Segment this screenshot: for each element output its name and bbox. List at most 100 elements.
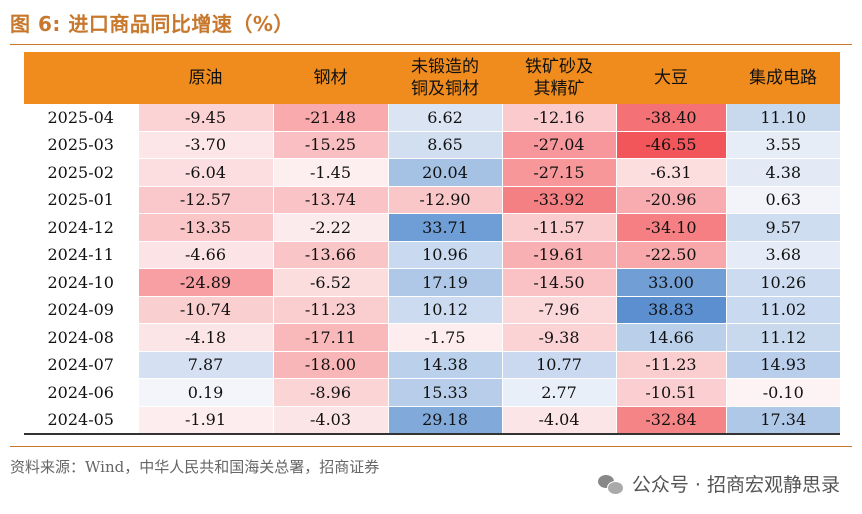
heat-cell: 38.83 [615, 296, 726, 324]
heat-cell: -4.04 [501, 406, 616, 435]
table-row: 2024-11 -4.66 -13.66 10.96 -19.61 -22.50 3.68 [24, 241, 840, 269]
heat-cell: 10.96 [387, 241, 502, 269]
table-row: 2025-02 -6.04 -1.45 20.04 -27.15 -6.31 4.38 [24, 158, 840, 187]
row-date: 2024-09 [24, 296, 138, 324]
heat-cell: -2.22 [272, 213, 388, 242]
column-header: 大豆 [616, 52, 726, 104]
heat-cell: -19.61 [501, 241, 616, 269]
heat-cell: -22.50 [615, 241, 726, 269]
watermark-text: 公众号 · 招商宏观静思录 [631, 474, 840, 496]
heat-cell: 15.33 [387, 378, 502, 407]
heat-cell: 10.77 [501, 351, 616, 379]
heat-cell: -9.45 [137, 104, 273, 132]
heat-cell: -9.38 [501, 323, 616, 352]
table-row: 2024-05 -1.91 -4.03 29.18 -4.04 -32.84 17.34 [24, 406, 840, 435]
source-note: 资料来源：Wind，中华人民共和国海关总署，招商证券 [10, 458, 380, 476]
heat-cell: -6.31 [615, 158, 726, 187]
heat-cell: -1.75 [387, 323, 502, 352]
heatmap-table: 原油 钢材 未锻造的 铜及铜材 铁矿砂及 其精矿 大豆 集成电路 2025-04 -9.45 -2… [24, 52, 840, 435]
heat-cell: -8.96 [272, 378, 388, 407]
row-date: 2025-03 [24, 131, 138, 159]
table-row: 2024-08 -4.18 -17.11 -1.75 -9.38 14.66 11.12 [24, 323, 840, 352]
heat-cell: 3.68 [725, 241, 840, 269]
column-header [24, 52, 138, 104]
heat-cell: 11.02 [725, 296, 840, 324]
table-row: 2025-04 -9.45 -21.48 6.62 -12.16 -38.40 11.10 [24, 104, 840, 132]
heat-cell: -34.10 [615, 213, 726, 242]
column-header: 原油 [138, 52, 273, 104]
heat-cell: -27.04 [501, 131, 616, 159]
row-date: 2025-04 [24, 104, 138, 132]
heat-cell: 14.93 [725, 351, 840, 379]
heat-cell: -27.15 [501, 158, 616, 187]
heat-cell: -10.51 [615, 378, 726, 407]
heat-cell: -46.55 [615, 131, 726, 159]
heat-cell: 33.00 [615, 268, 726, 297]
column-header: 未锻造的 铜及铜材 [388, 52, 502, 104]
heat-cell: -0.10 [725, 378, 840, 407]
heat-cell: 4.38 [725, 158, 840, 187]
wechat-icon [597, 473, 624, 495]
row-date: 2024-08 [24, 323, 138, 352]
heat-cell: 17.34 [725, 406, 840, 435]
heat-cell: 20.04 [387, 158, 502, 187]
source-divider [10, 446, 852, 447]
row-date: 2024-12 [24, 213, 138, 242]
heat-cell: 17.19 [387, 268, 502, 297]
heat-cell: -3.70 [137, 131, 273, 159]
heat-cell: -21.48 [272, 104, 388, 132]
heat-cell: -20.96 [615, 186, 726, 214]
table-row: 2024-06 0.19 -8.96 15.33 2.77 -10.51 -0.10 [24, 378, 840, 407]
table-row: 2024-07 7.87 -18.00 14.38 10.77 -11.23 14.93 [24, 351, 840, 379]
heat-cell: 0.19 [137, 378, 273, 407]
header-row: 原油 钢材 未锻造的 铜及铜材 铁矿砂及 其精矿 大豆 集成电路 [24, 52, 840, 104]
heat-cell: -10.74 [137, 296, 273, 324]
heat-cell: 0.63 [725, 186, 840, 214]
heat-cell: 3.55 [725, 131, 840, 159]
table-row: 2024-12 -13.35 -2.22 33.71 -11.57 -34.10 9.57 [24, 213, 840, 242]
row-date: 2024-06 [24, 378, 138, 407]
row-date: 2025-01 [24, 186, 138, 214]
row-date: 2024-11 [24, 241, 138, 269]
heat-cell: 11.12 [725, 323, 840, 352]
row-date: 2025-02 [24, 158, 138, 187]
heat-cell: 2.77 [501, 378, 616, 407]
heat-cell: 10.12 [387, 296, 502, 324]
heat-cell: -32.84 [615, 406, 726, 435]
heat-cell: 29.18 [387, 406, 502, 435]
heat-cell: -12.90 [387, 186, 502, 214]
heat-cell: -38.40 [615, 104, 726, 132]
heat-cell: -18.00 [272, 351, 388, 379]
table-row: 2025-03 -3.70 -15.25 8.65 -27.04 -46.55 3.55 [24, 131, 840, 159]
heat-cell: -14.50 [501, 268, 616, 297]
watermark: 公众号 · 招商宏观静思录 [597, 470, 840, 497]
heat-cell: 8.65 [387, 131, 502, 159]
heat-cell: 11.10 [725, 104, 840, 132]
heat-cell: -6.04 [137, 158, 273, 187]
heat-cell: 6.62 [387, 104, 502, 132]
heat-cell: -4.18 [137, 323, 273, 352]
heat-cell: -13.74 [272, 186, 388, 214]
heat-cell: -1.91 [137, 406, 273, 435]
heat-cell: -17.11 [272, 323, 388, 352]
table-row: 2024-09 -10.74 -11.23 10.12 -7.96 38.83 11.02 [24, 296, 840, 324]
heat-cell: -6.52 [272, 268, 388, 297]
heat-cell: -1.45 [272, 158, 388, 187]
heat-cell: 7.87 [137, 351, 273, 379]
heat-cell: -11.23 [615, 351, 726, 379]
heat-cell: 9.57 [725, 213, 840, 242]
heat-cell: -4.66 [137, 241, 273, 269]
heat-cell: -13.66 [272, 241, 388, 269]
chart-title: 图 6: 进口商品同比增速（%） [10, 12, 294, 36]
column-header: 集成电路 [726, 52, 840, 104]
heat-cell: -12.57 [137, 186, 273, 214]
heat-cell: -4.03 [272, 406, 388, 435]
heat-cell: -7.96 [501, 296, 616, 324]
heat-cell: -11.57 [501, 213, 616, 242]
heat-cell: 14.38 [387, 351, 502, 379]
table-row: 2024-10 -24.89 -6.52 17.19 -14.50 33.00 10.26 [24, 268, 840, 297]
heat-cell: -11.23 [272, 296, 388, 324]
row-date: 2024-05 [24, 406, 138, 435]
heat-cell: 10.26 [725, 268, 840, 297]
column-header: 钢材 [273, 52, 388, 104]
